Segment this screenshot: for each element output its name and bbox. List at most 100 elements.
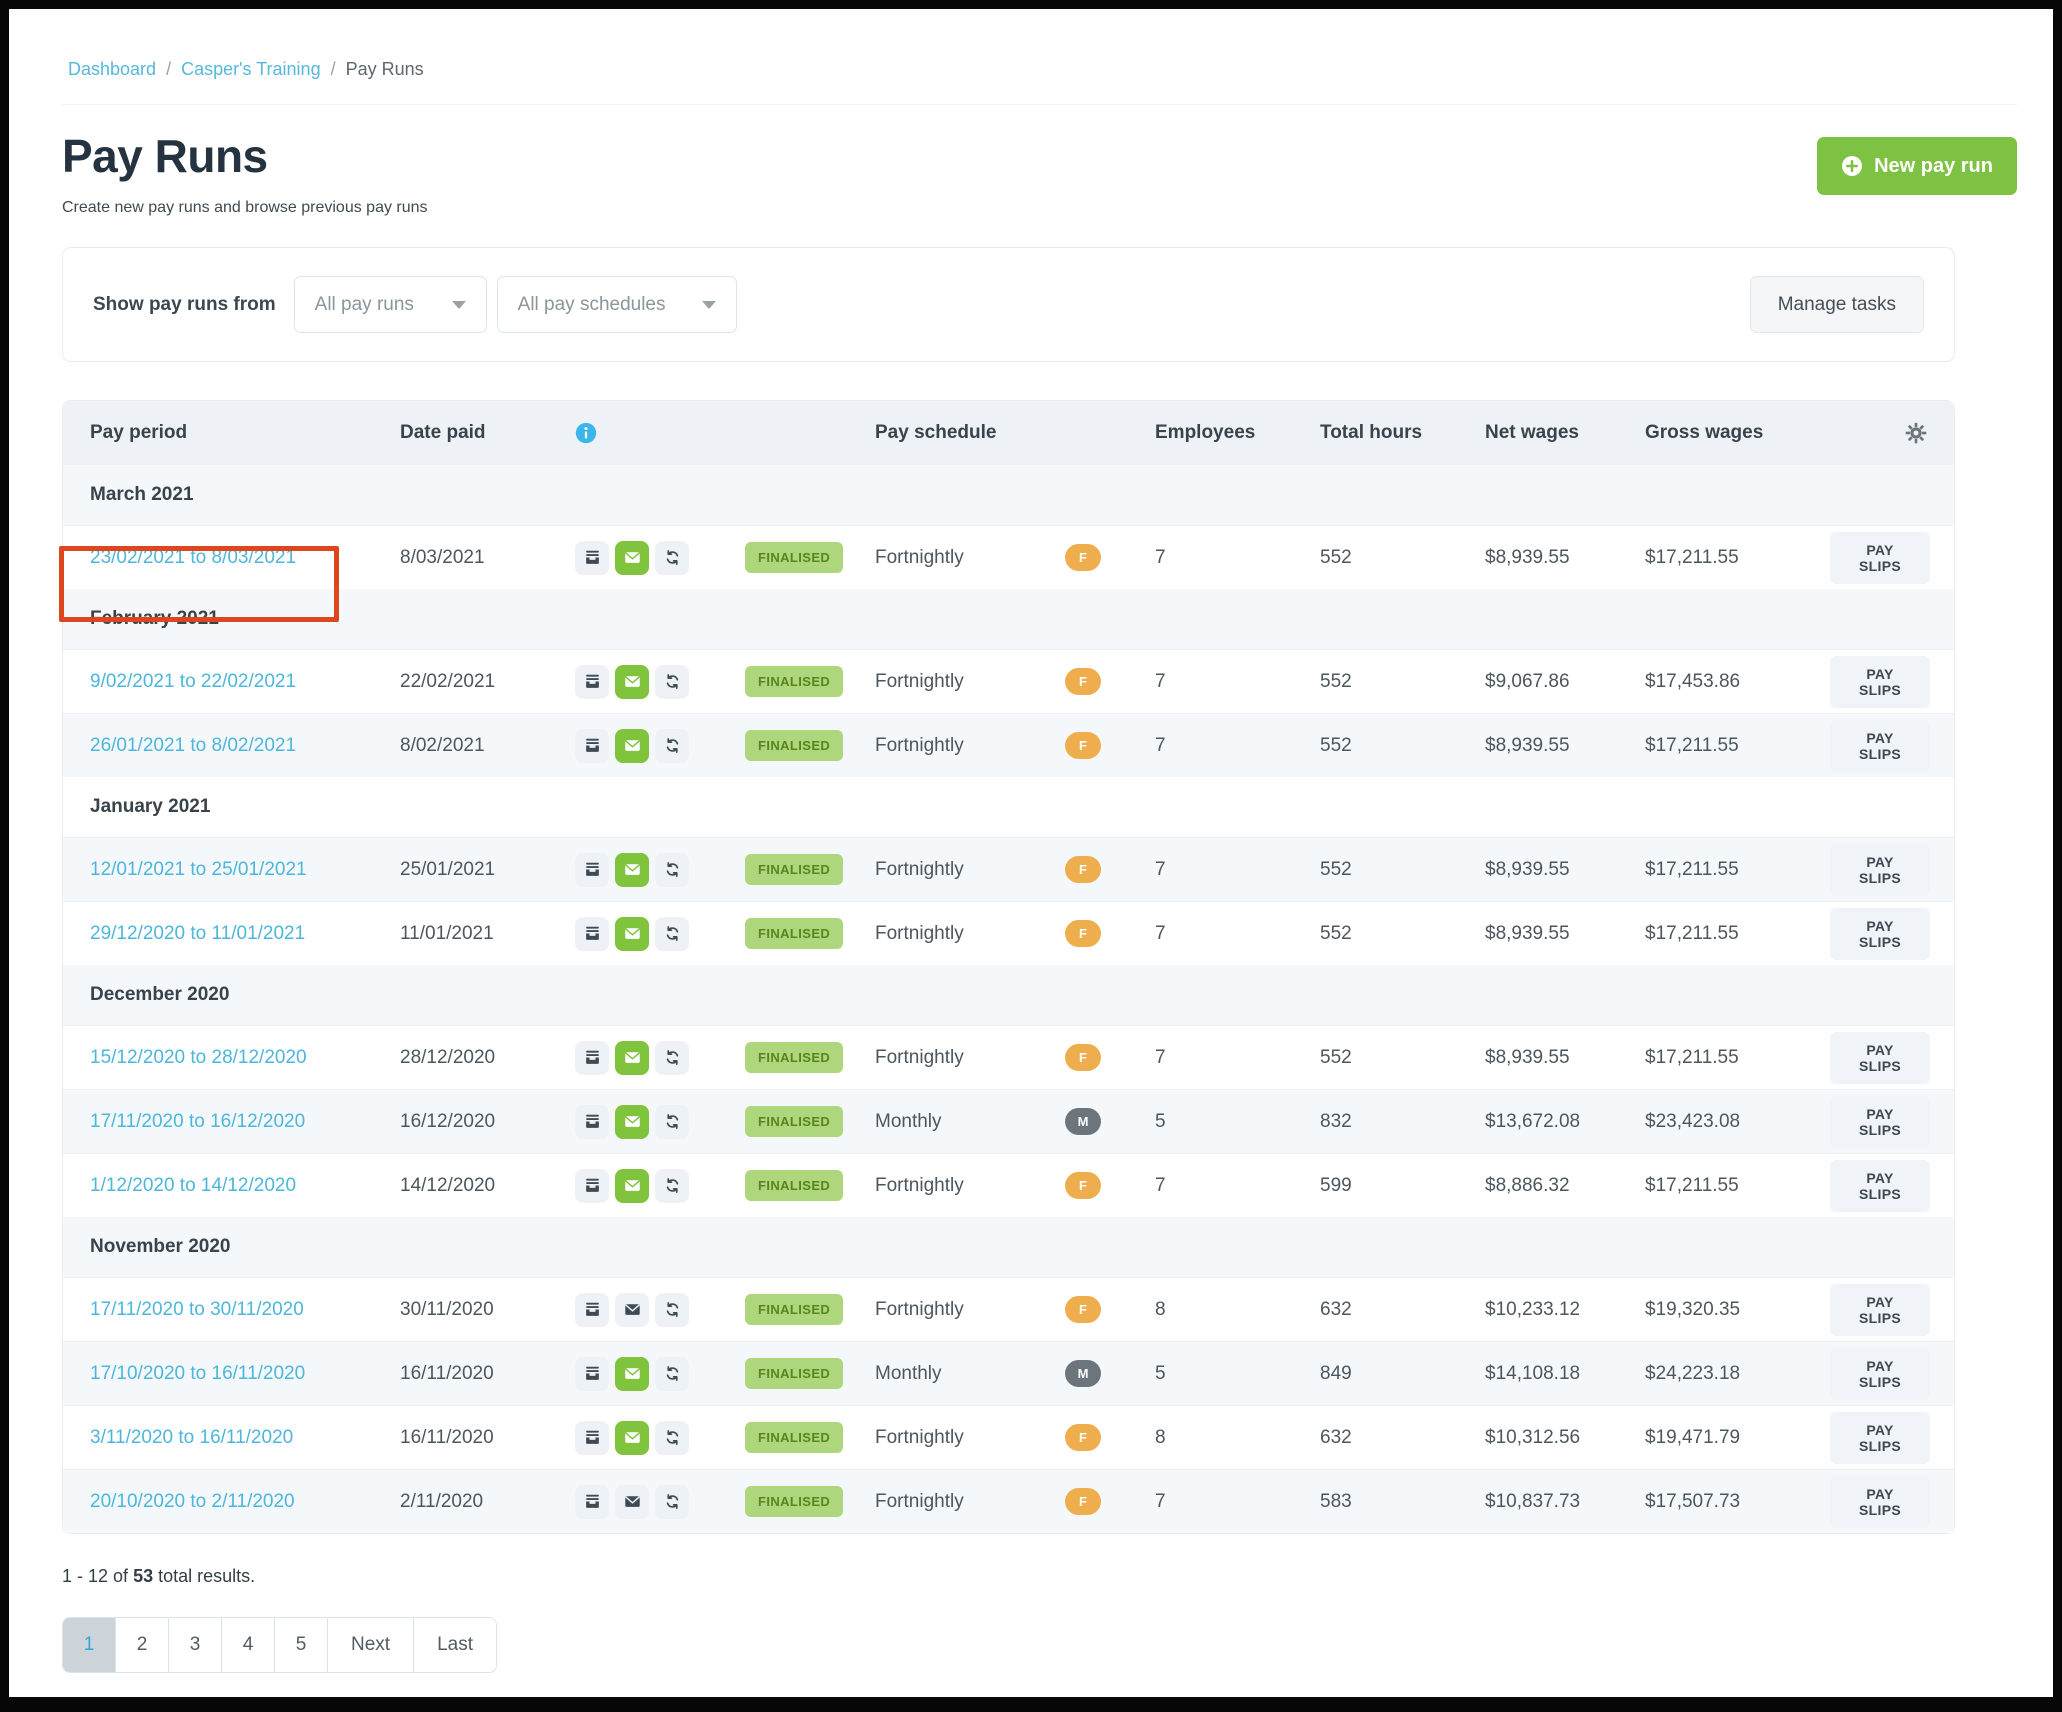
- pay-run-row: 1/12/2020 to 14/12/2020 14/12/2020: [63, 1153, 1954, 1217]
- sync-icon[interactable]: [655, 664, 689, 699]
- pay-slips-button[interactable]: PAY SLIPS: [1830, 655, 1930, 708]
- pay-run-row: 17/11/2020 to 16/12/2020 16/12/2020: [63, 1089, 1954, 1153]
- status-badge: FINALISED: [745, 730, 844, 761]
- email-icon[interactable]: [615, 664, 649, 699]
- pay-period-link[interactable]: 17/11/2020 to 16/12/2020: [90, 1110, 306, 1132]
- email-icon[interactable]: [615, 852, 649, 887]
- total-hours: 552: [1320, 1046, 1352, 1068]
- printer-icon[interactable]: [575, 916, 609, 951]
- employees-count: 7: [1155, 670, 1166, 692]
- printer-icon[interactable]: [575, 1104, 609, 1139]
- pay-period-link[interactable]: 1/12/2020 to 14/12/2020: [90, 1174, 297, 1196]
- email-icon[interactable]: [615, 1420, 649, 1455]
- email-icon[interactable]: [615, 1484, 649, 1519]
- pay-period-link[interactable]: 17/11/2020 to 30/11/2020: [90, 1298, 304, 1320]
- last-page-button[interactable]: Last: [414, 1618, 496, 1672]
- status-badge: FINALISED: [745, 918, 844, 949]
- pay-period-link[interactable]: 17/10/2020 to 16/11/2020: [90, 1362, 306, 1384]
- sync-icon[interactable]: [655, 916, 689, 951]
- printer-icon[interactable]: [575, 728, 609, 763]
- sync-icon[interactable]: [655, 1292, 689, 1327]
- pay-period-link[interactable]: 9/02/2021 to 22/02/2021: [90, 670, 297, 692]
- printer-icon[interactable]: [575, 540, 609, 575]
- manage-tasks-button[interactable]: Manage tasks: [1749, 276, 1924, 333]
- email-icon[interactable]: [615, 540, 649, 575]
- total-hours: 849: [1320, 1362, 1352, 1384]
- printer-icon[interactable]: [575, 1356, 609, 1391]
- pay-slips-button[interactable]: PAY SLIPS: [1830, 907, 1930, 960]
- sync-icon[interactable]: [655, 1356, 689, 1391]
- pay-period-link[interactable]: 3/11/2020 to 16/11/2020: [90, 1426, 294, 1448]
- gross-wages: $19,471.79: [1645, 1426, 1741, 1448]
- employees-count: 8: [1155, 1426, 1166, 1448]
- group-header-row: January 2021: [63, 777, 1954, 837]
- email-icon[interactable]: [615, 1292, 649, 1327]
- page-button-3[interactable]: 3: [169, 1618, 222, 1672]
- printer-icon[interactable]: [575, 1040, 609, 1075]
- info-icon[interactable]: [575, 422, 745, 444]
- page-button-4[interactable]: 4: [222, 1618, 275, 1672]
- col-header-gross-wages: Gross wages: [1645, 422, 1764, 443]
- email-icon[interactable]: [615, 1104, 649, 1139]
- total-hours: 599: [1320, 1174, 1352, 1196]
- pay-slips-button[interactable]: PAY SLIPS: [1830, 719, 1930, 772]
- pay-slips-button[interactable]: PAY SLIPS: [1830, 1095, 1930, 1148]
- pay-slips-button[interactable]: PAY SLIPS: [1830, 1031, 1930, 1084]
- sync-icon[interactable]: [655, 1104, 689, 1139]
- pagination: 1 2 3 4 5 Next Last: [62, 1617, 497, 1673]
- sync-icon[interactable]: [655, 1484, 689, 1519]
- pay-slips-button[interactable]: PAY SLIPS: [1830, 843, 1930, 896]
- sync-icon[interactable]: [655, 728, 689, 763]
- col-header-net-wages: Net wages: [1485, 422, 1579, 443]
- email-icon[interactable]: [615, 1356, 649, 1391]
- total-hours: 583: [1320, 1490, 1352, 1512]
- pay-slips-button[interactable]: PAY SLIPS: [1830, 1475, 1930, 1528]
- sync-icon[interactable]: [655, 1168, 689, 1203]
- email-icon[interactable]: [615, 916, 649, 951]
- new-pay-run-button[interactable]: New pay run: [1817, 137, 2017, 195]
- pay-period-link[interactable]: 12/01/2021 to 25/01/2021: [90, 858, 307, 880]
- pay-slips-button[interactable]: PAY SLIPS: [1830, 1283, 1930, 1336]
- pay-runs-filter-dropdown[interactable]: All pay runs: [293, 276, 487, 333]
- pay-period-link[interactable]: 26/01/2021 to 8/02/2021: [90, 734, 297, 756]
- printer-icon[interactable]: [575, 664, 609, 699]
- new-pay-run-label: New pay run: [1874, 154, 1993, 177]
- pay-slips-button[interactable]: PAY SLIPS: [1830, 531, 1930, 584]
- pay-period-link[interactable]: 20/10/2020 to 2/11/2020: [90, 1490, 295, 1512]
- pay-slips-button[interactable]: PAY SLIPS: [1830, 1347, 1930, 1400]
- pay-period-link[interactable]: 29/12/2020 to 11/01/2021: [90, 922, 306, 944]
- gross-wages: $17,507.73: [1645, 1490, 1741, 1512]
- total-hours: 552: [1320, 546, 1352, 568]
- pay-run-row: 20/10/2020 to 2/11/2020 2/11/2020: [63, 1469, 1954, 1533]
- printer-icon[interactable]: [575, 852, 609, 887]
- email-icon[interactable]: [615, 1040, 649, 1075]
- sync-icon[interactable]: [655, 1420, 689, 1455]
- pay-schedule: Monthly: [875, 1110, 942, 1132]
- page-button-5[interactable]: 5: [275, 1618, 328, 1672]
- pay-period-link[interactable]: 23/02/2021 to 8/03/2021: [90, 546, 297, 568]
- email-icon[interactable]: [615, 1168, 649, 1203]
- sync-icon[interactable]: [655, 852, 689, 887]
- status-badge: FINALISED: [745, 1358, 844, 1389]
- col-header-date-paid: Date paid: [400, 422, 486, 443]
- pay-period-link[interactable]: 15/12/2020 to 28/12/2020: [90, 1046, 307, 1068]
- email-icon[interactable]: [615, 728, 649, 763]
- date-paid: 8/03/2021: [400, 546, 485, 568]
- printer-icon[interactable]: [575, 1292, 609, 1327]
- pay-slips-button[interactable]: PAY SLIPS: [1830, 1411, 1930, 1464]
- sync-icon[interactable]: [655, 1040, 689, 1075]
- page-button-1[interactable]: 1: [63, 1618, 116, 1672]
- printer-icon[interactable]: [575, 1168, 609, 1203]
- breadcrumb-link-dashboard[interactable]: Dashboard: [68, 59, 157, 79]
- date-paid: 16/12/2020: [400, 1110, 496, 1132]
- printer-icon[interactable]: [575, 1484, 609, 1519]
- net-wages: $10,837.73: [1485, 1490, 1581, 1512]
- pay-slips-button[interactable]: PAY SLIPS: [1830, 1159, 1930, 1212]
- table-settings-gear-icon[interactable]: [1830, 422, 1954, 444]
- page-button-2[interactable]: 2: [116, 1618, 169, 1672]
- breadcrumb-link-business[interactable]: Casper's Training: [181, 59, 321, 79]
- printer-icon[interactable]: [575, 1420, 609, 1455]
- sync-icon[interactable]: [655, 540, 689, 575]
- pay-schedules-filter-dropdown[interactable]: All pay schedules: [496, 276, 737, 333]
- next-page-button[interactable]: Next: [328, 1618, 415, 1672]
